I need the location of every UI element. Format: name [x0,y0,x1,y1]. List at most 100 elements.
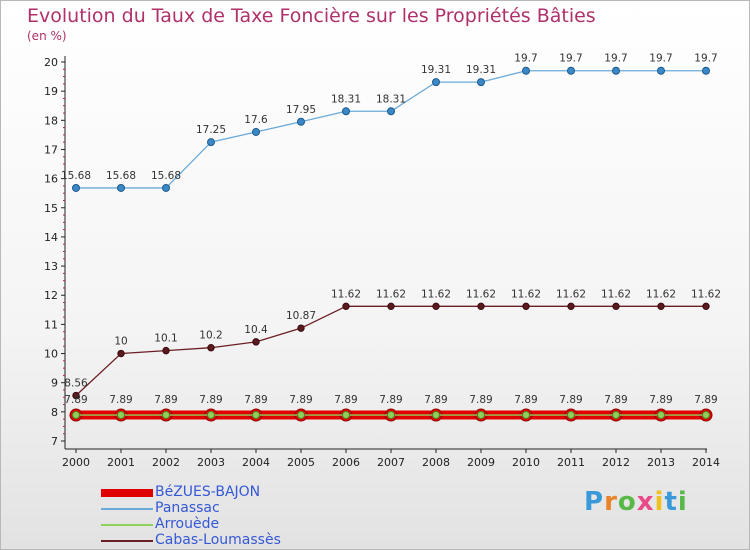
y-tick-label: 13 [44,260,58,273]
data-point [432,78,440,87]
data-point [252,127,260,136]
data-point [207,411,215,420]
data-label: 7.89 [64,394,87,406]
data-label: 7.89 [694,394,717,406]
data-label: 11.62 [331,288,361,300]
data-point [162,183,170,192]
data-point [657,411,665,420]
data-point [522,302,530,311]
data-label: 17.6 [244,114,268,126]
series-arrouede [72,411,710,420]
data-point [117,183,125,192]
data-label: 7.89 [424,394,447,406]
brand-letter: P [584,487,605,517]
data-label: 19.7 [649,53,672,65]
data-point [162,346,170,355]
data-point [297,324,305,332]
data-label: 7.89 [244,394,267,406]
data-label: 10.4 [244,324,268,336]
x-tick-label: 2000 [62,456,90,469]
legend-label: Cabas-Loumassès [155,532,281,548]
data-point [567,302,575,311]
data-label: 11.62 [601,288,631,300]
data-label: 19.31 [466,64,496,76]
data-label: 7.89 [649,394,672,406]
data-point [207,138,215,147]
y-tick-label: 20 [44,56,58,69]
data-point [612,411,620,420]
data-label: 7.89 [469,394,492,406]
y-tick-label: 16 [44,173,58,186]
data-point [567,411,575,420]
data-point [387,302,395,311]
data-point [657,302,665,311]
data-label: 19.7 [694,53,717,65]
y-tick-label: 15 [44,202,58,215]
data-label: 19.7 [514,53,537,65]
data-point [522,66,530,75]
series-panassac: 15.68 15.68 15.68 17.25 17.6 17.95 18.31 18.31 1… [61,53,718,192]
data-label: 11.62 [466,288,496,300]
x-tick-label: 2005 [287,456,315,469]
legend-label: BéZUES-BAJON [155,484,261,500]
data-point [72,183,80,192]
x-tick-label: 2010 [512,456,540,469]
y-tick-label: 9 [51,377,58,390]
data-point [117,349,125,358]
y-tick-label: 14 [44,231,58,244]
data-label: 18.31 [331,93,361,105]
data-label: 7.89 [379,394,402,406]
unit-label: (en %) [27,29,67,43]
brand-logo: Proxiti [584,487,688,517]
data-point [342,107,350,116]
data-label: 10.2 [199,330,222,342]
y-tick-label: 11 [44,318,58,331]
y-tick-label: 19 [44,85,58,98]
data-label: 15.68 [61,170,91,182]
data-label: 11.62 [556,288,586,300]
x-tick-label: 2012 [602,456,630,469]
data-point [252,411,260,420]
data-label: 10 [114,336,127,348]
data-label: 11.62 [511,288,541,300]
data-label: 15.68 [151,170,181,182]
x-tick-label: 2014 [692,456,720,469]
data-point [387,411,395,420]
legend-label: Arrouède [155,516,220,532]
data-label: 17.95 [286,104,316,116]
x-tick-label: 2002 [152,456,180,469]
brand-letter: i [654,487,665,517]
x-tick-label: 2007 [377,456,405,469]
data-point [342,302,350,311]
legend-label: Panassac [155,500,220,516]
series-line [75,305,706,396]
data-label: 7.89 [109,394,132,406]
x-tick-label: 2006 [332,456,360,469]
data-point [297,117,305,126]
x-tick-label: 2011 [557,456,585,469]
data-point [477,78,485,87]
data-point [297,411,305,420]
data-point [432,411,440,420]
data-label: 7.89 [559,394,582,406]
data-label: 11.62 [646,288,676,300]
data-point [612,302,620,311]
x-tick-label: 2008 [422,456,450,469]
legend-swatch [101,489,153,497]
data-label: 11.62 [376,288,406,300]
data-point [702,302,710,311]
x-tick-label: 2003 [197,456,225,469]
data-label: 19.7 [604,53,627,65]
chart-title: Evolution du Taux de Taxe Foncière sur l… [27,5,596,27]
legend-swatch [101,508,153,510]
data-point [432,302,440,311]
data-point [657,66,665,75]
data-label: 7.89 [289,394,312,406]
data-label: 11.62 [421,288,451,300]
x-tick-label: 2009 [467,456,495,469]
data-label: 8.56 [64,378,88,390]
data-label: 7.89 [154,394,177,406]
brand-letter: x [636,487,655,517]
